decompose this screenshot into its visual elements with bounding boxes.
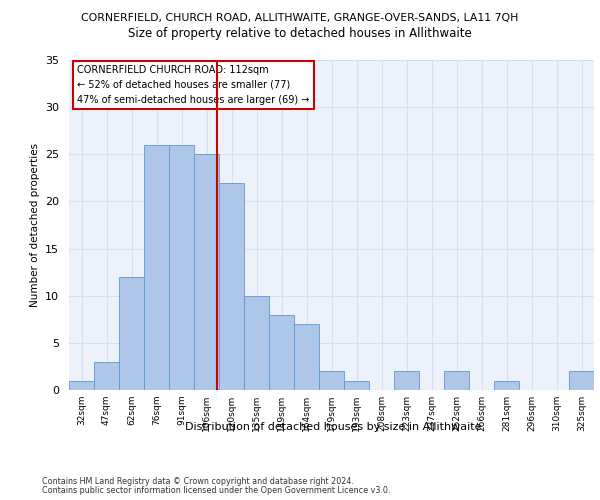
- Bar: [69, 380, 94, 390]
- Text: CORNERFIELD, CHURCH ROAD, ALLITHWAITE, GRANGE-OVER-SANDS, LA11 7QH: CORNERFIELD, CHURCH ROAD, ALLITHWAITE, G…: [82, 12, 518, 22]
- Bar: [269, 314, 294, 390]
- Bar: [169, 145, 194, 390]
- Bar: [394, 371, 419, 390]
- Bar: [94, 362, 119, 390]
- Bar: [119, 277, 144, 390]
- Text: Distribution of detached houses by size in Allithwaite: Distribution of detached houses by size …: [185, 422, 481, 432]
- Y-axis label: Number of detached properties: Number of detached properties: [29, 143, 40, 307]
- Text: CORNERFIELD CHURCH ROAD: 112sqm
← 52% of detached houses are smaller (77)
47% of: CORNERFIELD CHURCH ROAD: 112sqm ← 52% of…: [77, 65, 309, 104]
- Bar: [444, 371, 469, 390]
- Bar: [494, 380, 519, 390]
- Bar: [244, 296, 269, 390]
- Bar: [219, 182, 244, 390]
- Text: Contains HM Land Registry data © Crown copyright and database right 2024.: Contains HM Land Registry data © Crown c…: [42, 477, 354, 486]
- Text: Size of property relative to detached houses in Allithwaite: Size of property relative to detached ho…: [128, 28, 472, 40]
- Bar: [194, 154, 219, 390]
- Bar: [294, 324, 319, 390]
- Text: Contains public sector information licensed under the Open Government Licence v3: Contains public sector information licen…: [42, 486, 391, 495]
- Bar: [569, 371, 594, 390]
- Bar: [344, 380, 369, 390]
- Bar: [144, 145, 169, 390]
- Bar: [319, 371, 344, 390]
